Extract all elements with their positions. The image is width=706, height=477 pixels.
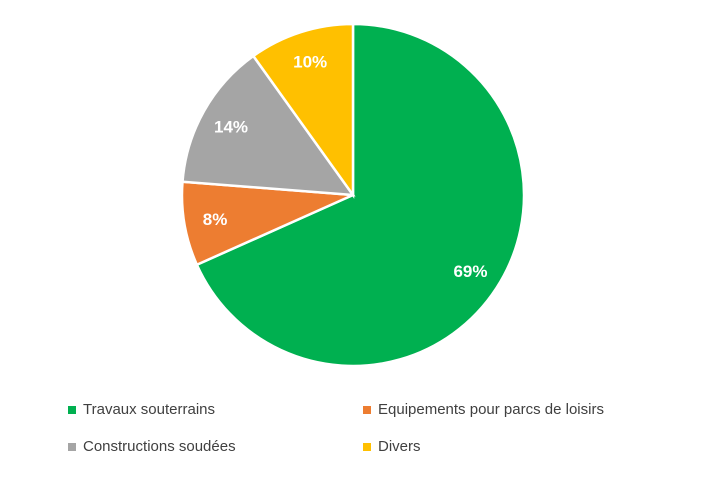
legend-label: Equipements pour parcs de loisirs: [378, 401, 604, 418]
legend-item-equipements: Equipements pour parcs de loisirs: [363, 401, 604, 418]
pie-slice-0: [195, 22, 526, 368]
legend-label: Constructions soudées: [83, 438, 236, 455]
legend-label: Divers: [378, 438, 421, 455]
legend-label: Travaux souterrains: [83, 401, 215, 418]
legend-item-travaux: Travaux souterrains: [68, 401, 215, 418]
legend-item-constructions: Constructions soudées: [68, 438, 236, 455]
data-label-1: 8%: [203, 210, 228, 229]
data-label-0: 69%: [453, 262, 487, 281]
pie-slice-2: [181, 54, 356, 197]
data-label-3: 10%: [293, 53, 327, 72]
legend-swatch: [363, 442, 371, 451]
legend-item-divers: Divers: [363, 438, 421, 455]
data-label-2: 14%: [214, 117, 248, 136]
legend-swatch: [363, 405, 371, 414]
legend-swatch: [68, 442, 76, 451]
legend-swatch: [68, 405, 76, 414]
pie-slice-3: [251, 22, 355, 199]
